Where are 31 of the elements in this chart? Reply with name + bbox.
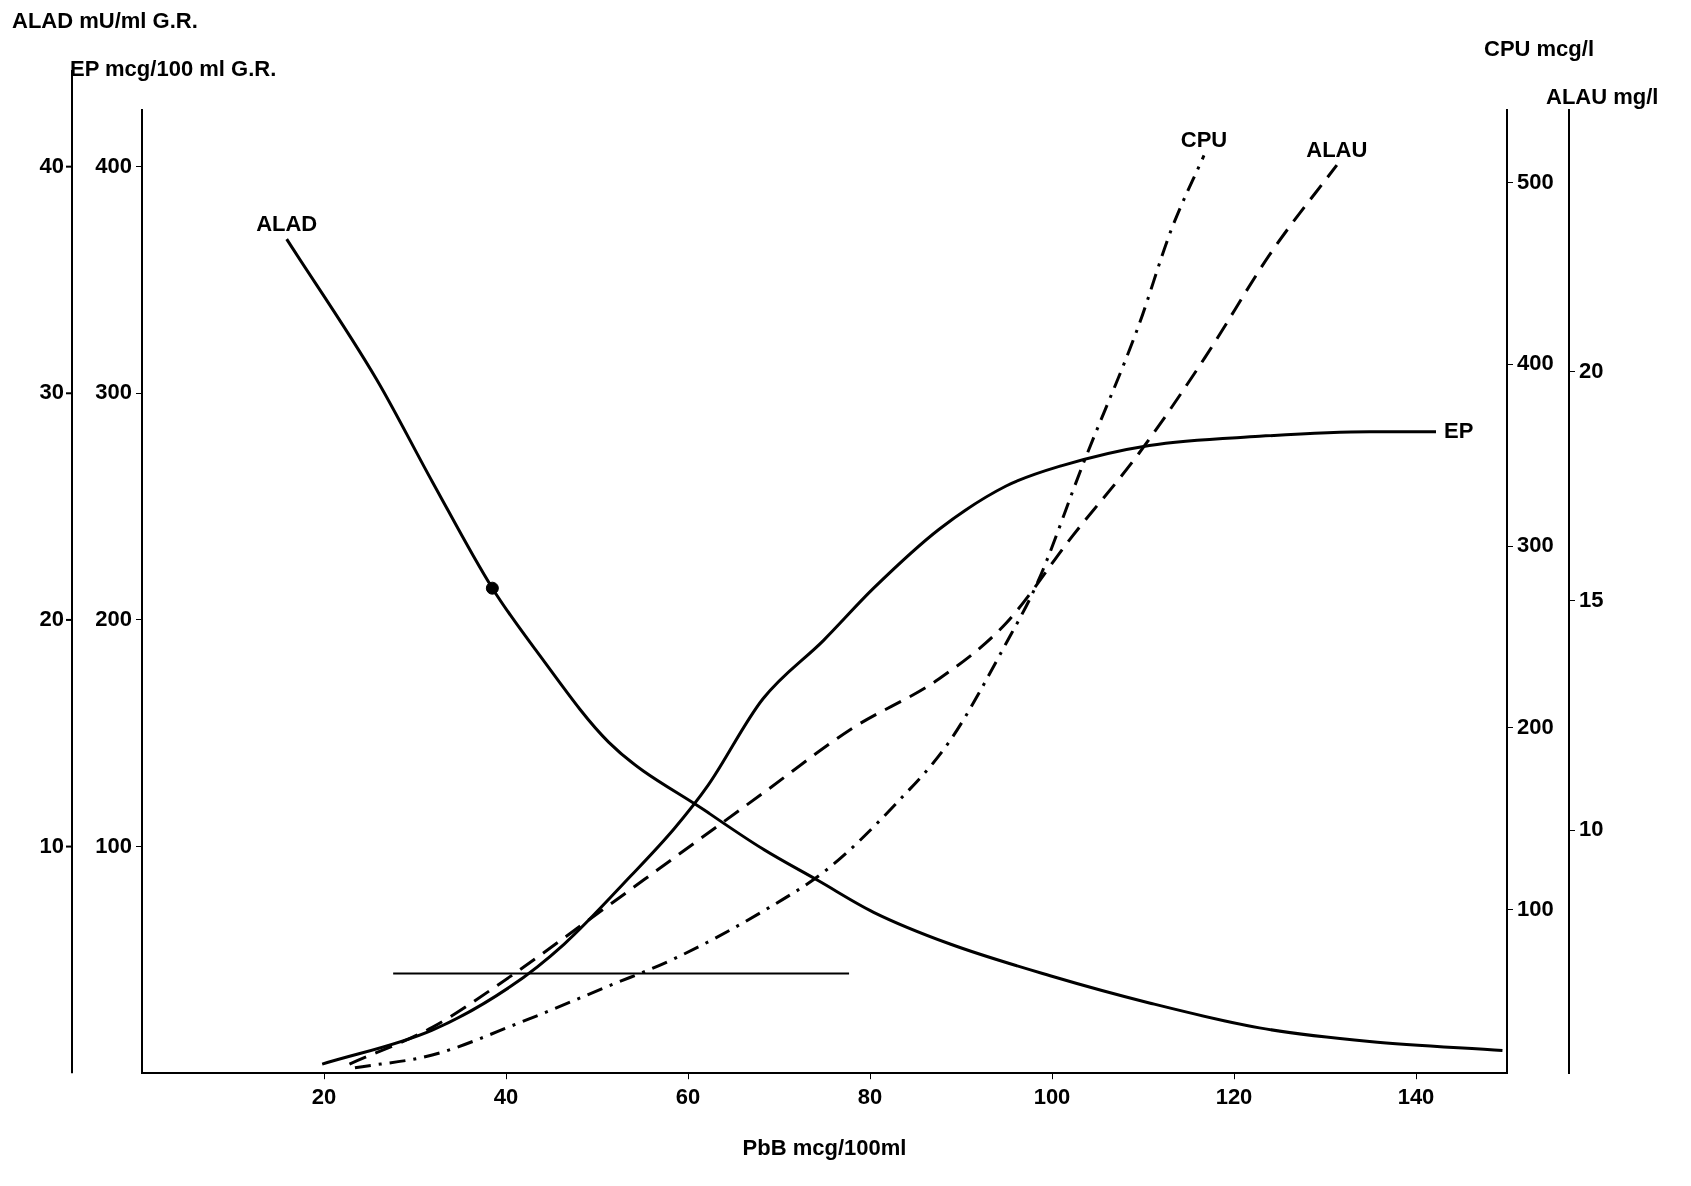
y2-tick-label: 500	[1517, 168, 1554, 194]
series-label: ALAD	[256, 211, 318, 237]
x-tick-label: 140	[1397, 1084, 1435, 1110]
x-tick-label: 40	[493, 1084, 519, 1110]
text: 10	[39, 832, 64, 858]
y2-axis-title: CPU mcg/l	[1484, 36, 1595, 61]
x-tick-label: 20	[311, 1084, 337, 1110]
x-tick-label: 80	[857, 1084, 883, 1110]
series-label: ALAU	[1306, 137, 1368, 163]
y-tick-label: 300	[95, 379, 132, 405]
y2-tick-label: 400	[1517, 350, 1554, 376]
y2-tick-label: 100	[1517, 895, 1554, 921]
y2-tick-label: 200	[1517, 713, 1554, 739]
y-tick-label: 100	[95, 832, 132, 858]
text: 30	[39, 379, 64, 405]
y3-tick-label: 10	[1579, 816, 1604, 842]
series-label: EP	[1444, 417, 1474, 443]
x-tick-label: 120	[1215, 1084, 1253, 1110]
y-tick-label: 200	[95, 605, 132, 631]
y3-tick-label: 15	[1579, 586, 1604, 612]
y2-tick-label: 300	[1517, 532, 1554, 558]
x-tick-label: 100	[1033, 1084, 1071, 1110]
text: ALAD mU/ml G.R.	[12, 8, 198, 33]
series-label: CPU	[1180, 127, 1228, 153]
y3-axis-title: ALAU mg/l	[1546, 84, 1659, 109]
text: 40	[39, 152, 64, 178]
y-tick-label: 400	[95, 152, 132, 178]
text: 20	[39, 605, 64, 631]
y3-tick-label: 20	[1579, 357, 1604, 383]
x-axis-title: PbB mcg/100ml	[742, 1134, 907, 1160]
x-tick-label: 60	[675, 1084, 701, 1110]
